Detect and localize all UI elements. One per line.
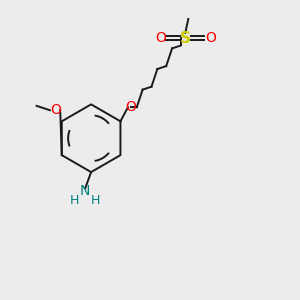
Text: O: O (205, 31, 216, 45)
Text: N: N (80, 184, 90, 198)
Text: H: H (70, 194, 80, 207)
Text: O: O (155, 31, 166, 45)
Text: O: O (125, 100, 136, 114)
Text: O: O (50, 103, 61, 117)
Text: S: S (180, 31, 191, 46)
Text: H: H (91, 194, 100, 207)
